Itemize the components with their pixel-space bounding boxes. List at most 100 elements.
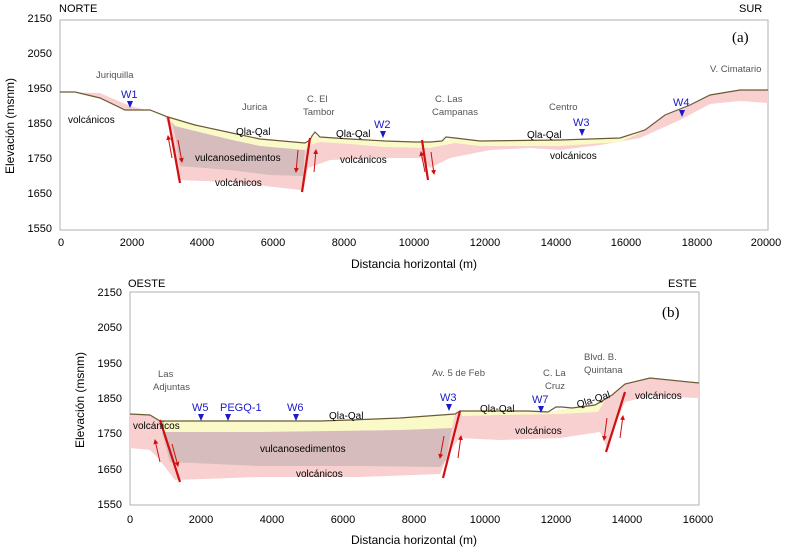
panel-b-right-direction: ESTE: [668, 278, 697, 290]
panel-b-xtick-label: 10000: [470, 514, 501, 526]
panel-b-unit-volcanicos-lower: volcánicos: [296, 469, 343, 480]
panel-b-fault-1-arrow-up: [153, 439, 161, 463]
panel-b-fault-3: [604, 391, 627, 453]
panel-a-unit-qla-2: Qla-Qal: [336, 129, 370, 140]
panel-b-topography-line: [129, 377, 700, 422]
panel-a-xtick-label: 14000: [541, 237, 572, 249]
panel-b-y-ticks: 2150 2050 1950 1850 1750 1650 1550: [98, 287, 122, 511]
panel-a-fault-1-arrow-up: [166, 135, 173, 159]
panel-b-well-w3-label: W3: [440, 392, 457, 404]
panel-b-unit-qla-2: Qla-Qal: [480, 404, 514, 415]
panel-b-ytick-label: 1650: [98, 464, 122, 476]
panel-b-fault-3-arrow-down: [602, 417, 608, 441]
panel-a-xtick-label: 20000: [751, 237, 782, 249]
panel-b-xtick-label: 6000: [331, 514, 355, 526]
panel-b-place-cruz-line1: C. La: [543, 368, 566, 379]
panel-b-place-quintana-line2: Quintana: [584, 365, 623, 376]
panel-b-fault-2-arrow-down: [438, 435, 445, 459]
panel-a-well-w2-marker-icon: [380, 131, 386, 138]
panel-b-well-w3-marker-icon: [446, 404, 452, 411]
panel-a-well-w2: W2: [374, 119, 391, 138]
panel-b-well-w7-marker-icon: [538, 406, 544, 413]
panel-a-left-direction: NORTE: [59, 3, 97, 15]
panel-b-xtick-label: 12000: [541, 514, 572, 526]
panel-a-plot-frame: [59, 19, 769, 231]
panel-a-place-campanas-line2: Campanas: [432, 107, 478, 118]
panel-a-unit-vulcanosedimentos: vulcanosedimentos: [195, 153, 281, 164]
panel-b-fault-2: [441, 410, 462, 479]
panel-a-ytick-label: 1950: [28, 83, 52, 95]
panel-b-well-w5-label: W5: [192, 402, 209, 414]
panel-b: W5 PEGQ-1 W6 W3 W7 volcánicos vulcanosed…: [73, 278, 713, 547]
panel-a-well-w4-label: W4: [673, 97, 690, 109]
panel-a-well-w4: W4: [673, 97, 690, 117]
panel-a-place-tambor-line1: C. El: [307, 94, 328, 105]
panel-a-fault-1-arrow-down: [177, 139, 184, 163]
panel-a-well-w1: W1: [121, 89, 138, 108]
panel-a-xtick-label: 4000: [190, 237, 214, 249]
panel-a-place-centro: Centro: [549, 102, 578, 113]
panel-b-unit-volcanicos-left: volcánicos: [133, 421, 180, 432]
panel-a-place-jurica: Jurica: [242, 102, 268, 113]
panel-a-fault-2-arrow-up: [313, 149, 319, 173]
panel-a-x-axis-title: Distancia horizontal (m): [351, 257, 477, 271]
panel-a-xtick-label: 2000: [120, 237, 144, 249]
panel-a-xtick-label: 12000: [470, 237, 501, 249]
panel-a-unit-volcanicos-mid: volcánicos: [340, 155, 387, 166]
panel-a-fault-2-arrow-down: [293, 149, 299, 173]
panel-b-basin-fill: [162, 428, 452, 467]
panel-b-x-ticks: 0 2000 4000 6000 8000 10000 12000 14000 …: [127, 514, 713, 526]
panel-b-well-pegq-marker-icon: [225, 414, 231, 421]
panel-b-plot-frame: [129, 291, 700, 506]
panel-b-fault-2-arrow-up: [457, 435, 463, 459]
panel-b-place-cruz-line2: Cruz: [545, 381, 565, 392]
panel-b-xtick-label: 2000: [189, 514, 213, 526]
panel-a-ytick-label: 1750: [28, 153, 52, 165]
panel-b-xtick-label: 16000: [683, 514, 714, 526]
panel-a-place-tambor-line2: Tambor: [303, 107, 335, 118]
panel-a-ytick-label: 2050: [28, 48, 52, 60]
panel-b-well-w3: W3: [440, 392, 457, 411]
panel-b-unit-qla-1: Qla-Qal: [329, 411, 363, 422]
panel-b-xtick-label: 4000: [260, 514, 284, 526]
panel-a-ytick-label: 1850: [28, 118, 52, 130]
panel-a-xtick-label: 10000: [399, 237, 430, 249]
panel-a-xtick-label: 6000: [261, 237, 285, 249]
panel-b-unit-volcanicos-right: volcánicos: [635, 391, 682, 402]
panel-b-unit-volcanicos-mid: volcánicos: [515, 426, 562, 437]
panel-a-x-ticks: 0 2000 4000 6000 8000 10000 12000 14000 …: [58, 237, 781, 249]
panel-a-place-cimatario: V. Cimatario: [710, 64, 761, 75]
panel-a-unit-qla-3: Qla-Qal: [527, 130, 561, 141]
panel-a-place-campanas-line1: C. Las: [435, 94, 463, 105]
panel-b-y-axis-title: Elevación (msnm): [73, 352, 87, 448]
panel-b-well-w6-label: W6: [287, 402, 304, 414]
panel-a-ytick-label: 2150: [28, 13, 52, 25]
panel-a-unit-volcanicos-right: volcánicos: [550, 151, 597, 162]
panel-a-unit-volcanicos-lower: volcánicos: [215, 178, 262, 189]
panel-a-fault-3: [420, 139, 430, 181]
panel-a: W1 W2 W3 W4 volcánicos vulcanosedimentos…: [3, 3, 781, 271]
panel-b-well-w7-label: W7: [532, 394, 549, 406]
panel-b-alluvium-east: [460, 402, 604, 416]
panel-b-ytick-label: 2050: [98, 322, 122, 334]
panel-b-xtick-label: 0: [127, 514, 133, 526]
panel-a-xtick-label: 16000: [611, 237, 642, 249]
panel-b-well-pegq-label: PEGQ-1: [220, 402, 262, 414]
panel-b-unit-vulcanosedimentos: vulcanosedimentos: [260, 444, 346, 455]
panel-a-well-w1-marker-icon: [127, 101, 133, 108]
panel-b-fault-1-arrow-down: [171, 443, 180, 467]
panel-a-y-ticks: 2150 2050 1950 1850 1750 1650 1550: [28, 13, 52, 235]
panel-a-fault-1: [166, 116, 182, 184]
panel-a-unit-volcanicos-left: volcánicos: [68, 115, 115, 126]
panel-b-place-adjuntas-line1: Las: [158, 369, 174, 380]
panel-a-xtick-label: 0: [58, 237, 64, 249]
panel-a-place-juriquilla: Juriquilla: [96, 70, 134, 81]
panel-b-alluvium: [160, 414, 455, 432]
panel-b-ytick-label: 1550: [98, 499, 122, 511]
panel-a-y-axis-title: Elevación (msnm): [3, 78, 17, 174]
panel-b-well-w7: W7: [532, 394, 549, 413]
panel-b-ytick-label: 2150: [98, 287, 122, 299]
panel-a-well-w1-label: W1: [121, 89, 138, 101]
panel-a-well-w3-label: W3: [573, 117, 590, 129]
